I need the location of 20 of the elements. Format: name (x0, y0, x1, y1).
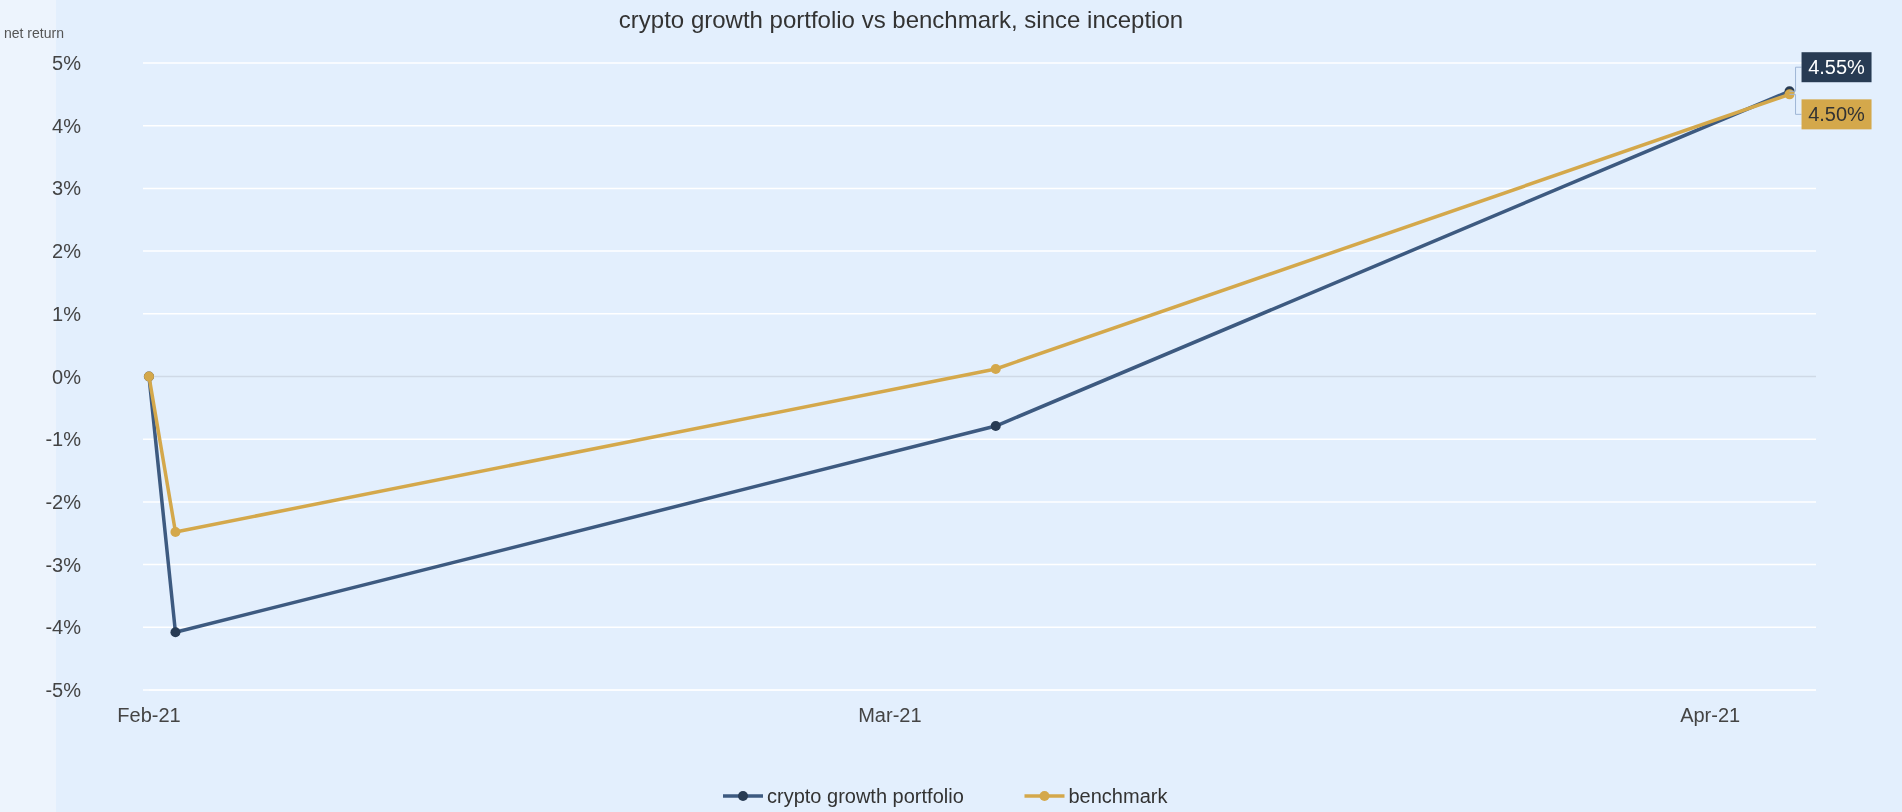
y-tick-label: 3% (52, 177, 82, 200)
legend-label: benchmark (1068, 785, 1169, 807)
y-tick-label: -2% (45, 490, 82, 513)
y-tick-label: 2% (52, 240, 82, 263)
y-tick-label: 1% (52, 302, 82, 325)
y-tick-label: -1% (45, 428, 82, 451)
y-tick-label: -4% (45, 616, 82, 639)
data-label: 4.55% (1808, 56, 1866, 79)
x-tick-label: Feb-21 (117, 704, 181, 726)
data-label: 4.50% (1808, 103, 1866, 126)
x-tick-label: Mar-21 (858, 704, 922, 726)
y-tick-label: -5% (45, 679, 82, 701)
legend-label: crypto growth portfolio (767, 785, 964, 807)
y-tick-label: -3% (45, 553, 82, 576)
y-tick-label: 5% (52, 52, 82, 74)
x-tick-label: Apr-21 (1680, 704, 1741, 726)
y-tick-label: 0% (52, 365, 82, 388)
y-axis-title: net return (4, 25, 64, 41)
chart-title: crypto growth portfolio vs benchmark, since inception (618, 6, 1184, 33)
y-tick-label: 4% (52, 114, 82, 137)
